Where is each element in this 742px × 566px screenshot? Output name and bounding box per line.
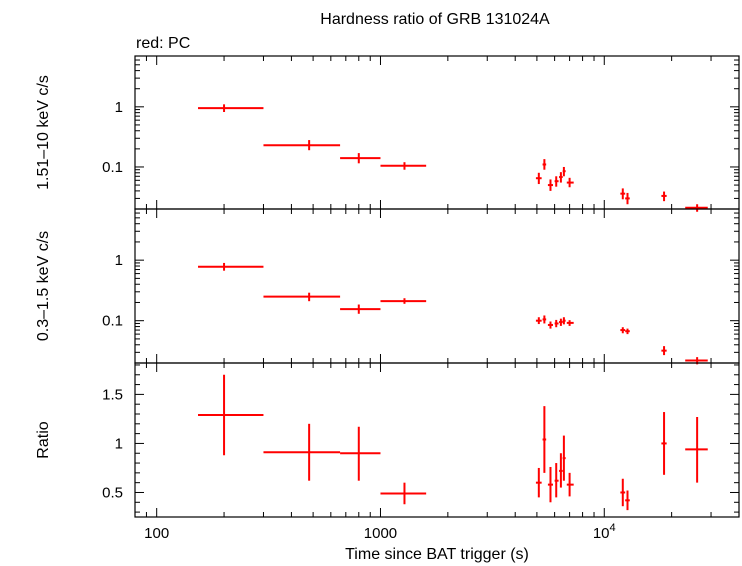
data-point — [554, 176, 559, 187]
y-tick-label: 1 — [115, 99, 123, 116]
y-tick-label: 0.1 — [102, 313, 123, 330]
data-point — [625, 192, 630, 205]
y-axis-label-ratio: Ratio — [35, 421, 52, 458]
data-point — [554, 463, 559, 498]
data-point — [547, 466, 553, 503]
y-axis-label-soft-band: 0.3–1.5 keV c/s — [35, 231, 52, 341]
data-point — [535, 172, 542, 185]
panels: 1 0.1 1.51–10 keV c/s 1 0.1 0.3–1.5 keV c/s 0.… — [35, 55, 740, 542]
x-tick-labels: 100 1000 104 — [144, 522, 616, 542]
data-point — [198, 374, 264, 456]
data-point — [340, 426, 381, 481]
data-point — [547, 179, 553, 191]
y-tick-label: 1.5 — [102, 386, 123, 403]
data-point — [685, 204, 708, 212]
data-point — [559, 172, 563, 183]
data-point — [263, 140, 341, 151]
data-point — [661, 346, 667, 356]
x-tick-label: 100 — [144, 525, 169, 542]
panel-frame — [134, 362, 740, 518]
data-point — [562, 166, 566, 177]
chart-subtitle: red: PC — [136, 35, 190, 52]
data-point — [535, 467, 542, 498]
data-point — [559, 453, 563, 488]
data-point — [542, 406, 547, 473]
data-point — [535, 317, 542, 325]
data-point — [198, 262, 264, 271]
data-point — [547, 321, 553, 329]
data-point — [340, 304, 381, 314]
data-point — [380, 162, 427, 170]
data-point — [263, 292, 341, 302]
x-tick-label: 104 — [593, 522, 616, 542]
data-point — [566, 472, 574, 497]
y-tick-label: 0.1 — [102, 159, 123, 176]
data-point — [542, 315, 547, 324]
x-axis-label: Time since BAT trigger (s) — [345, 546, 529, 563]
chart-title: Hardness ratio of GRB 131024A — [320, 11, 550, 28]
data-point — [620, 188, 626, 200]
y-tick-label: 1 — [115, 252, 123, 269]
panel-ratio: 0.5 1 1.5 Ratio — [35, 362, 740, 518]
data-point — [380, 298, 427, 304]
data-point — [620, 327, 626, 334]
data-point — [620, 478, 626, 507]
data-point — [625, 328, 630, 335]
data-point — [625, 490, 630, 511]
panel-frame — [134, 55, 740, 210]
y-axis-label-hard-band: 1.51–10 keV c/s — [35, 75, 52, 190]
y-tick-label: 1 — [115, 435, 123, 452]
data-point — [661, 191, 667, 202]
data-point — [340, 153, 381, 164]
data-point — [661, 412, 667, 475]
data-point — [566, 177, 574, 188]
panel-frame — [134, 208, 740, 364]
data-point — [566, 320, 574, 326]
data-point — [562, 317, 566, 325]
data-point — [263, 423, 341, 481]
data-point — [542, 159, 547, 170]
data-point — [562, 435, 566, 481]
data-point — [685, 416, 708, 483]
data-point — [559, 318, 563, 326]
data-point — [198, 104, 264, 113]
x-tick-label: 1000 — [364, 525, 397, 542]
data-point — [554, 319, 559, 328]
panel-soft-band: 1 0.1 0.3–1.5 keV c/s — [35, 208, 740, 365]
y-tick-label: 0.5 — [102, 484, 123, 501]
data-point — [380, 482, 427, 505]
panel-hard-band: 1 0.1 1.51–10 keV c/s — [35, 55, 740, 212]
